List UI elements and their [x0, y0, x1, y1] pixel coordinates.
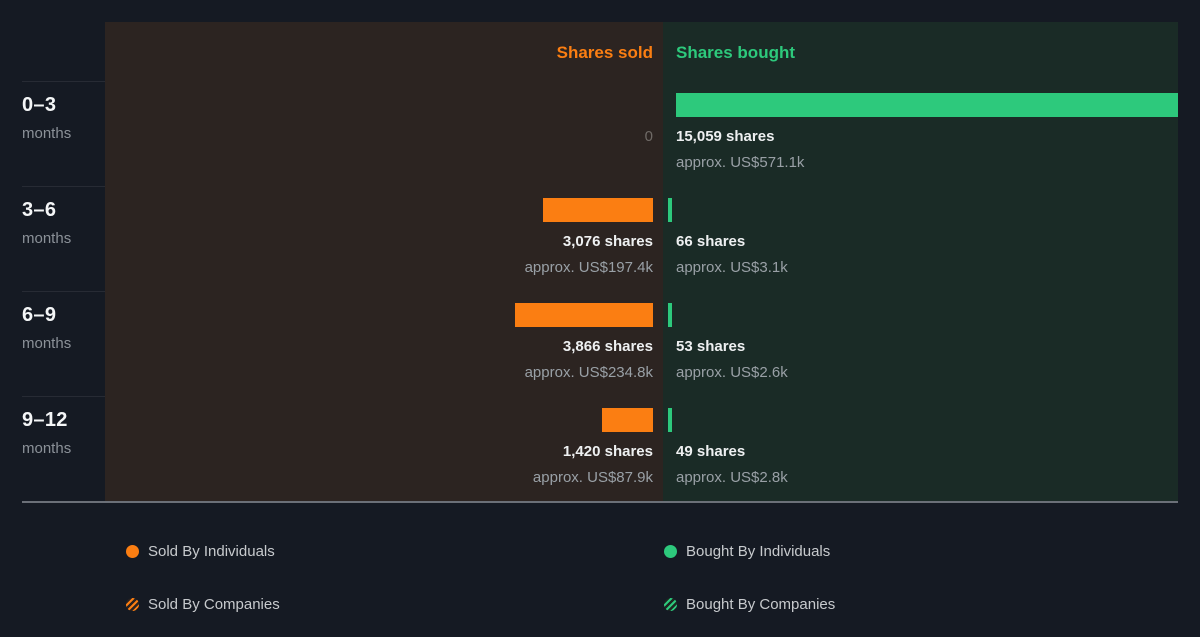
shares-sold-header-label: Shares sold	[556, 43, 653, 62]
header-spacer	[0, 22, 105, 81]
sold-individuals-dot-icon	[126, 544, 139, 558]
bought-shares-label: 49 shares	[676, 443, 746, 460]
bought-approx-label: approx. US$2.8k	[676, 469, 788, 486]
legend-item-bought-individuals[interactable]: Bought By Individuals	[664, 542, 831, 560]
chart-header-row: Shares sold Shares bought	[0, 22, 1178, 81]
bought-approx-label: approx. US$571.1k	[676, 154, 805, 171]
sold-shares-label: 3,076 shares	[562, 233, 653, 250]
bought-approx-label: approx. US$2.6k	[676, 364, 788, 381]
period-label-cell: 9–12 months	[0, 396, 105, 501]
period-range-label: 6–9	[22, 304, 57, 326]
legend-item-label: Sold By Companies	[148, 595, 280, 613]
sold-cell: 3,866 shares approx. US$234.8k	[105, 291, 663, 396]
sold-bar[interactable]	[602, 408, 653, 432]
bought-companies-hatched-dot-icon	[664, 597, 677, 611]
sold-panel-header: Shares sold	[105, 22, 663, 81]
chart-area: Shares sold Shares bought 0–3 months 0 1…	[0, 22, 1178, 503]
bought-cell: 15,059 shares approx. US$571.1k	[663, 81, 1178, 186]
legend-item-sold-companies[interactable]: Sold By Companies	[126, 595, 280, 613]
bought-cell: 53 shares approx. US$2.6k	[663, 291, 1178, 396]
sold-shares-label: 1,420 shares	[562, 443, 653, 460]
sold-approx-label: approx. US$234.8k	[524, 364, 653, 381]
bought-cell: 66 shares approx. US$3.1k	[663, 186, 1178, 291]
row-9-12-months: 9–12 months 1,420 shares approx. US$87.9…	[0, 396, 1178, 501]
legend-item-sold-individuals[interactable]: Sold By Individuals	[126, 542, 275, 560]
sold-cell: 3,076 shares approx. US$197.4k	[105, 186, 663, 291]
sold-shares-label: 3,866 shares	[562, 338, 653, 355]
bought-bar[interactable]	[676, 93, 1178, 117]
row-6-9-months: 6–9 months 3,866 shares approx. US$234.8…	[0, 291, 1178, 396]
period-range-label: 9–12	[22, 409, 68, 431]
sold-companies-hatched-dot-icon	[126, 597, 139, 611]
shares-bought-header-label: Shares bought	[676, 43, 796, 62]
period-range-label: 3–6	[22, 199, 57, 221]
period-label-cell: 3–6 months	[0, 186, 105, 291]
period-unit-label: months	[22, 230, 72, 247]
period-unit-label: months	[22, 335, 72, 352]
sold-shares-label: 0	[644, 128, 653, 145]
legend-item-bought-companies[interactable]: Bought By Companies	[664, 595, 836, 613]
bought-bar[interactable]	[668, 303, 672, 327]
sold-approx-label: approx. US$197.4k	[524, 259, 653, 276]
legend-item-label: Bought By Individuals	[686, 542, 831, 560]
period-unit-label: months	[22, 125, 72, 142]
bought-individuals-dot-icon	[664, 544, 677, 558]
bought-bar[interactable]	[668, 198, 672, 222]
bought-shares-label: 66 shares	[676, 233, 746, 250]
period-range-label: 0–3	[22, 94, 57, 116]
legend-item-label: Sold By Individuals	[148, 542, 275, 560]
bought-cell: 49 shares approx. US$2.8k	[663, 396, 1178, 501]
period-unit-label: months	[22, 440, 72, 457]
sold-cell: 0	[105, 81, 663, 186]
legend-item-label: Bought By Companies	[686, 595, 836, 613]
sold-approx-label: approx. US$87.9k	[532, 469, 653, 486]
sold-bar[interactable]	[515, 303, 653, 327]
period-label-cell: 6–9 months	[0, 291, 105, 396]
chart-bottom-divider	[22, 501, 1178, 503]
bought-shares-label: 53 shares	[676, 338, 746, 355]
bought-panel-header: Shares bought	[663, 22, 1178, 81]
bought-approx-label: approx. US$3.1k	[676, 259, 788, 276]
bought-shares-label: 15,059 shares	[676, 128, 775, 145]
row-3-6-months: 3–6 months 3,076 shares approx. US$197.4…	[0, 186, 1178, 291]
bought-bar[interactable]	[668, 408, 672, 432]
period-label-cell: 0–3 months	[0, 81, 105, 186]
sold-bar[interactable]	[543, 198, 653, 222]
row-0-3-months: 0–3 months 0 15,059 shares approx. US$57…	[0, 81, 1178, 186]
sold-cell: 1,420 shares approx. US$87.9k	[105, 396, 663, 501]
